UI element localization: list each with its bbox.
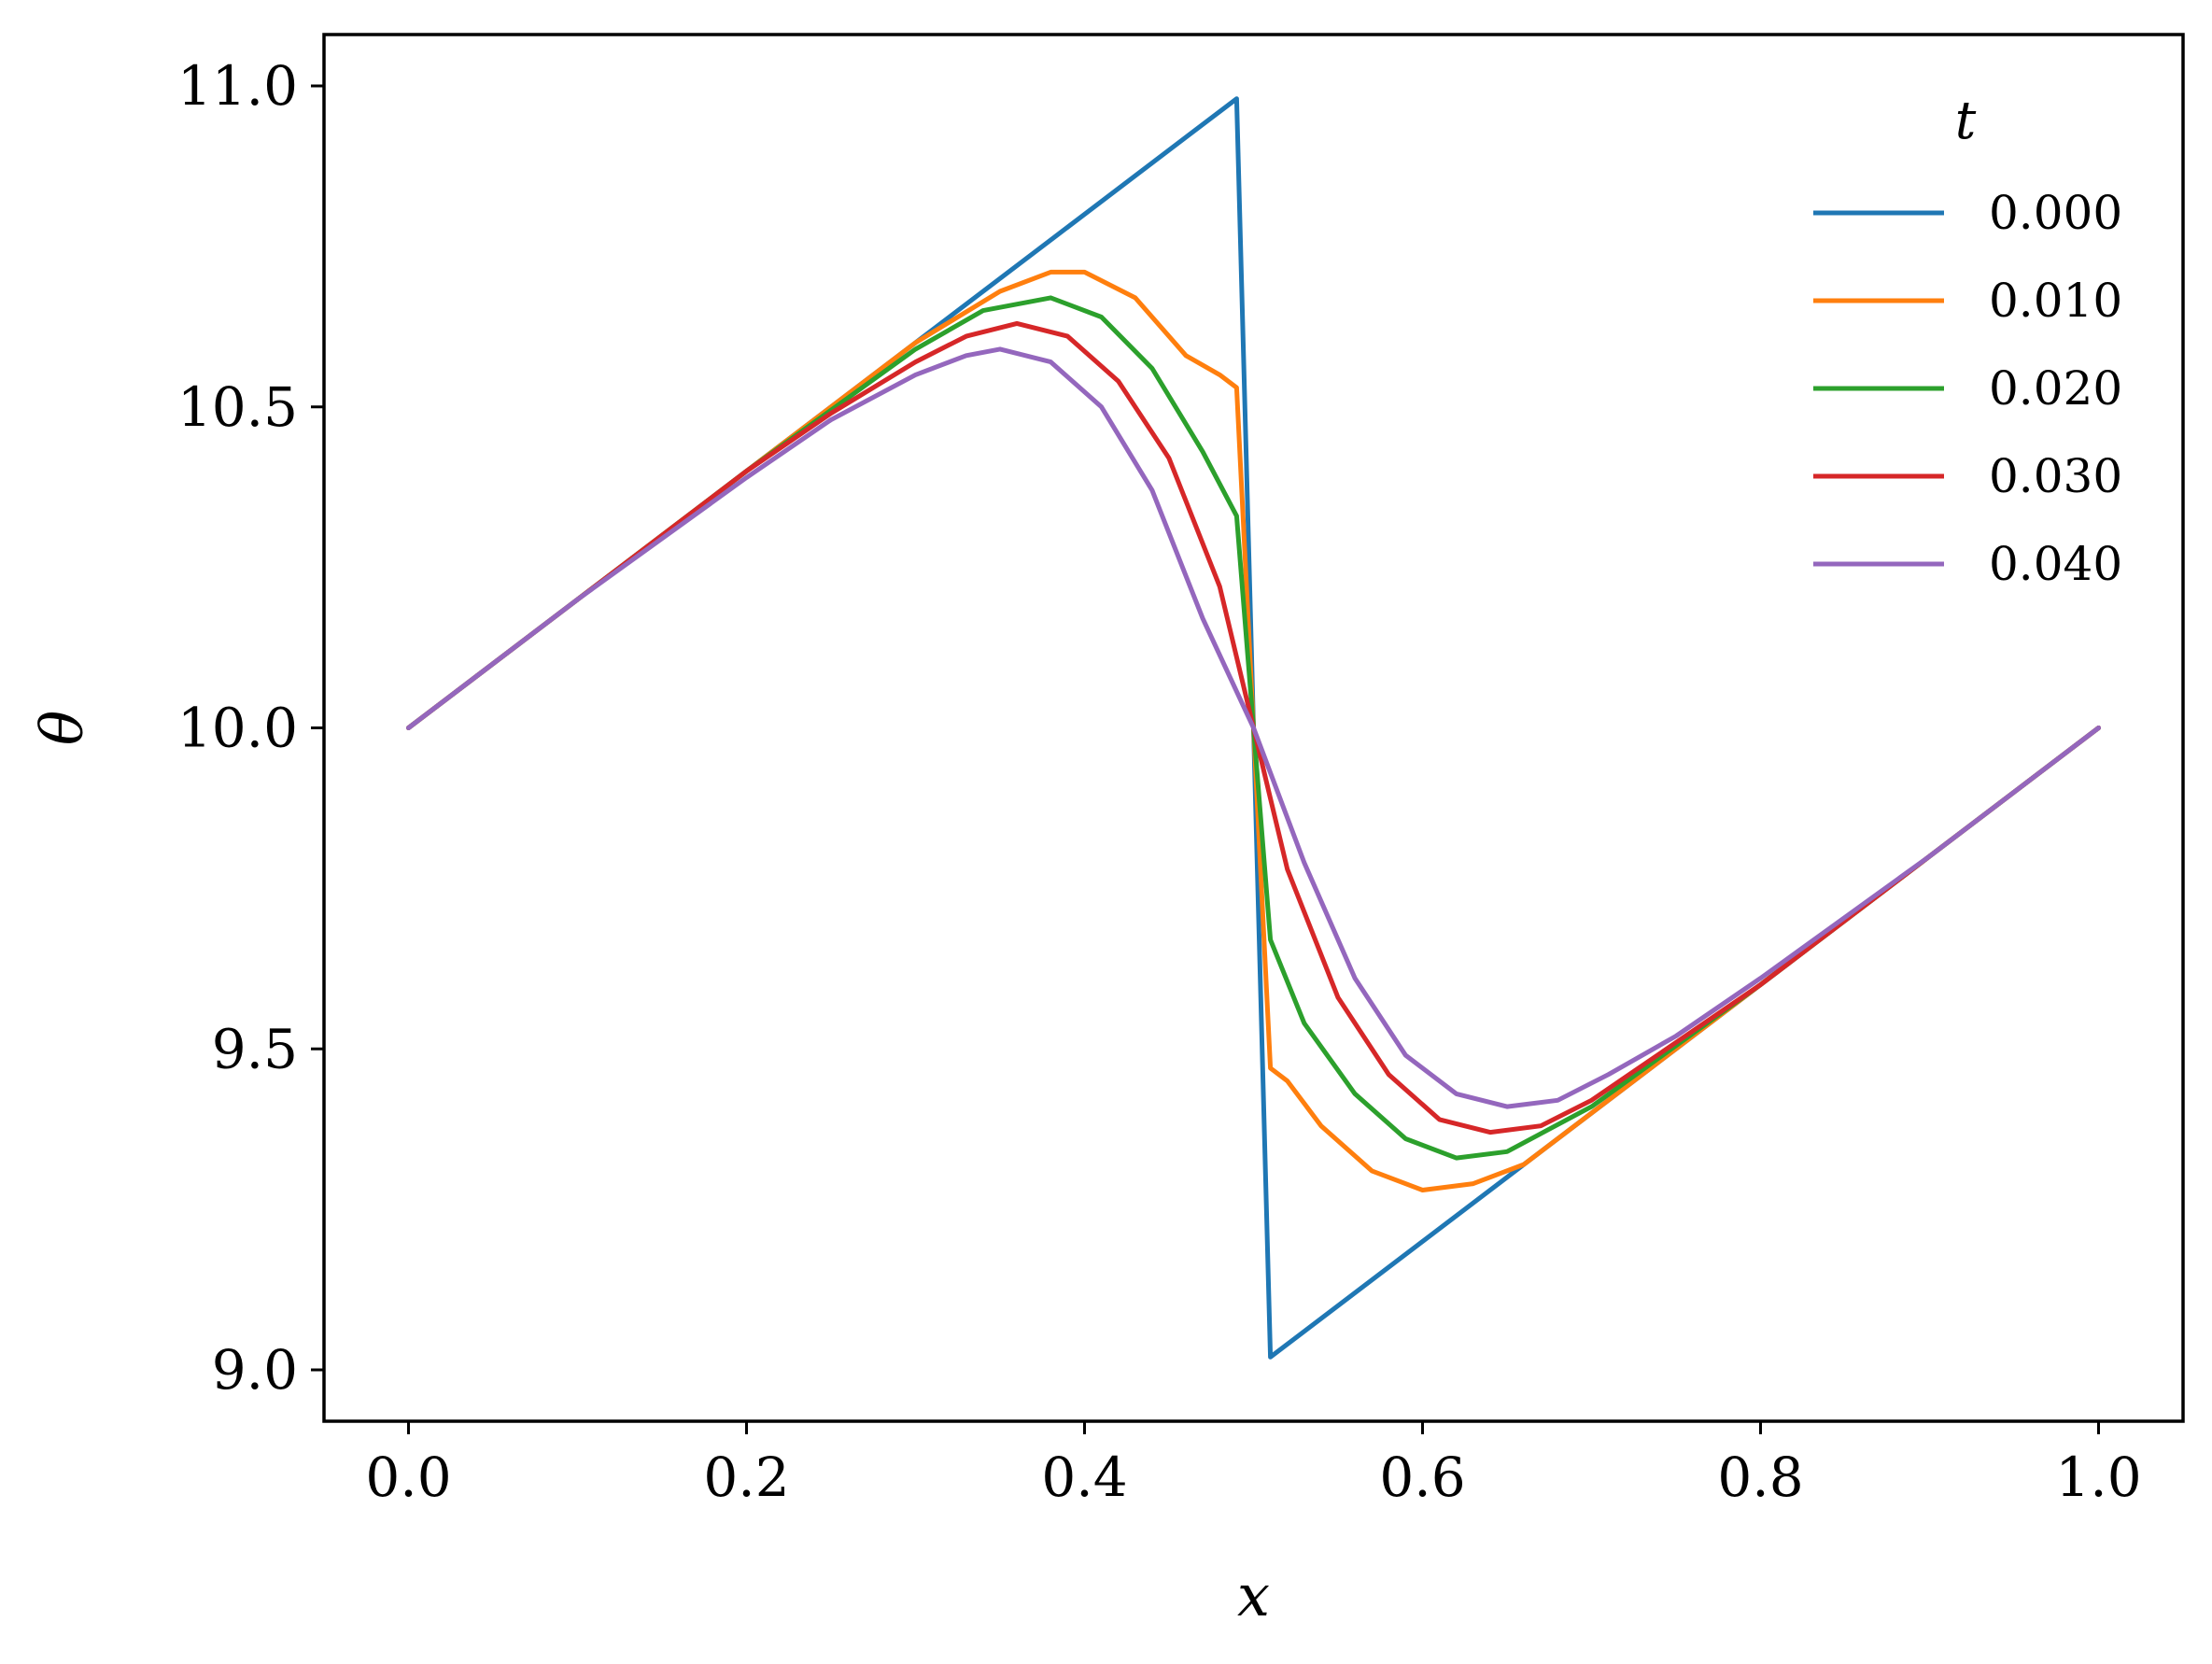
series-line-0.040 (406, 346, 2101, 1109)
series-layer (406, 96, 2101, 1360)
series-line-0.030 (406, 320, 2101, 1135)
y-tick-label: 10.0 (177, 697, 298, 760)
legend-label-0.040: 0.040 (1989, 537, 2122, 591)
legend: t 0.000 0.010 0.020 0.030 0.040 (1813, 91, 2122, 591)
y-tick-label: 9.0 (212, 1338, 298, 1402)
x-tick-label: 0.2 (703, 1445, 789, 1509)
y-tick-label: 9.5 (212, 1017, 298, 1080)
x-tick-label: 0.8 (1717, 1445, 1803, 1509)
axes-layer: 0.0 0.2 0.4 0.6 0.8 1.0 9.0 9.5 10.0 10.5 11.0 (177, 33, 2185, 1509)
legend-label-0.000: 0.000 (1989, 186, 2122, 240)
legend-title: t (1955, 91, 1977, 151)
x-tick-label: 0.4 (1041, 1445, 1127, 1509)
legend-label-0.030: 0.030 (1989, 449, 2122, 503)
x-tick-label: 0.0 (365, 1445, 451, 1509)
y-tick-label: 11.0 (177, 54, 298, 118)
legend-label-0.010: 0.010 (1989, 274, 2122, 328)
y-tick-label: 10.5 (177, 375, 298, 439)
legend-label-0.020: 0.020 (1989, 361, 2122, 416)
x-tick-label: 1.0 (2055, 1445, 2141, 1509)
x-axis-label: x (1237, 1561, 1270, 1629)
x-tick-label: 0.6 (1379, 1445, 1465, 1509)
y-axis-label: θ (28, 711, 96, 745)
